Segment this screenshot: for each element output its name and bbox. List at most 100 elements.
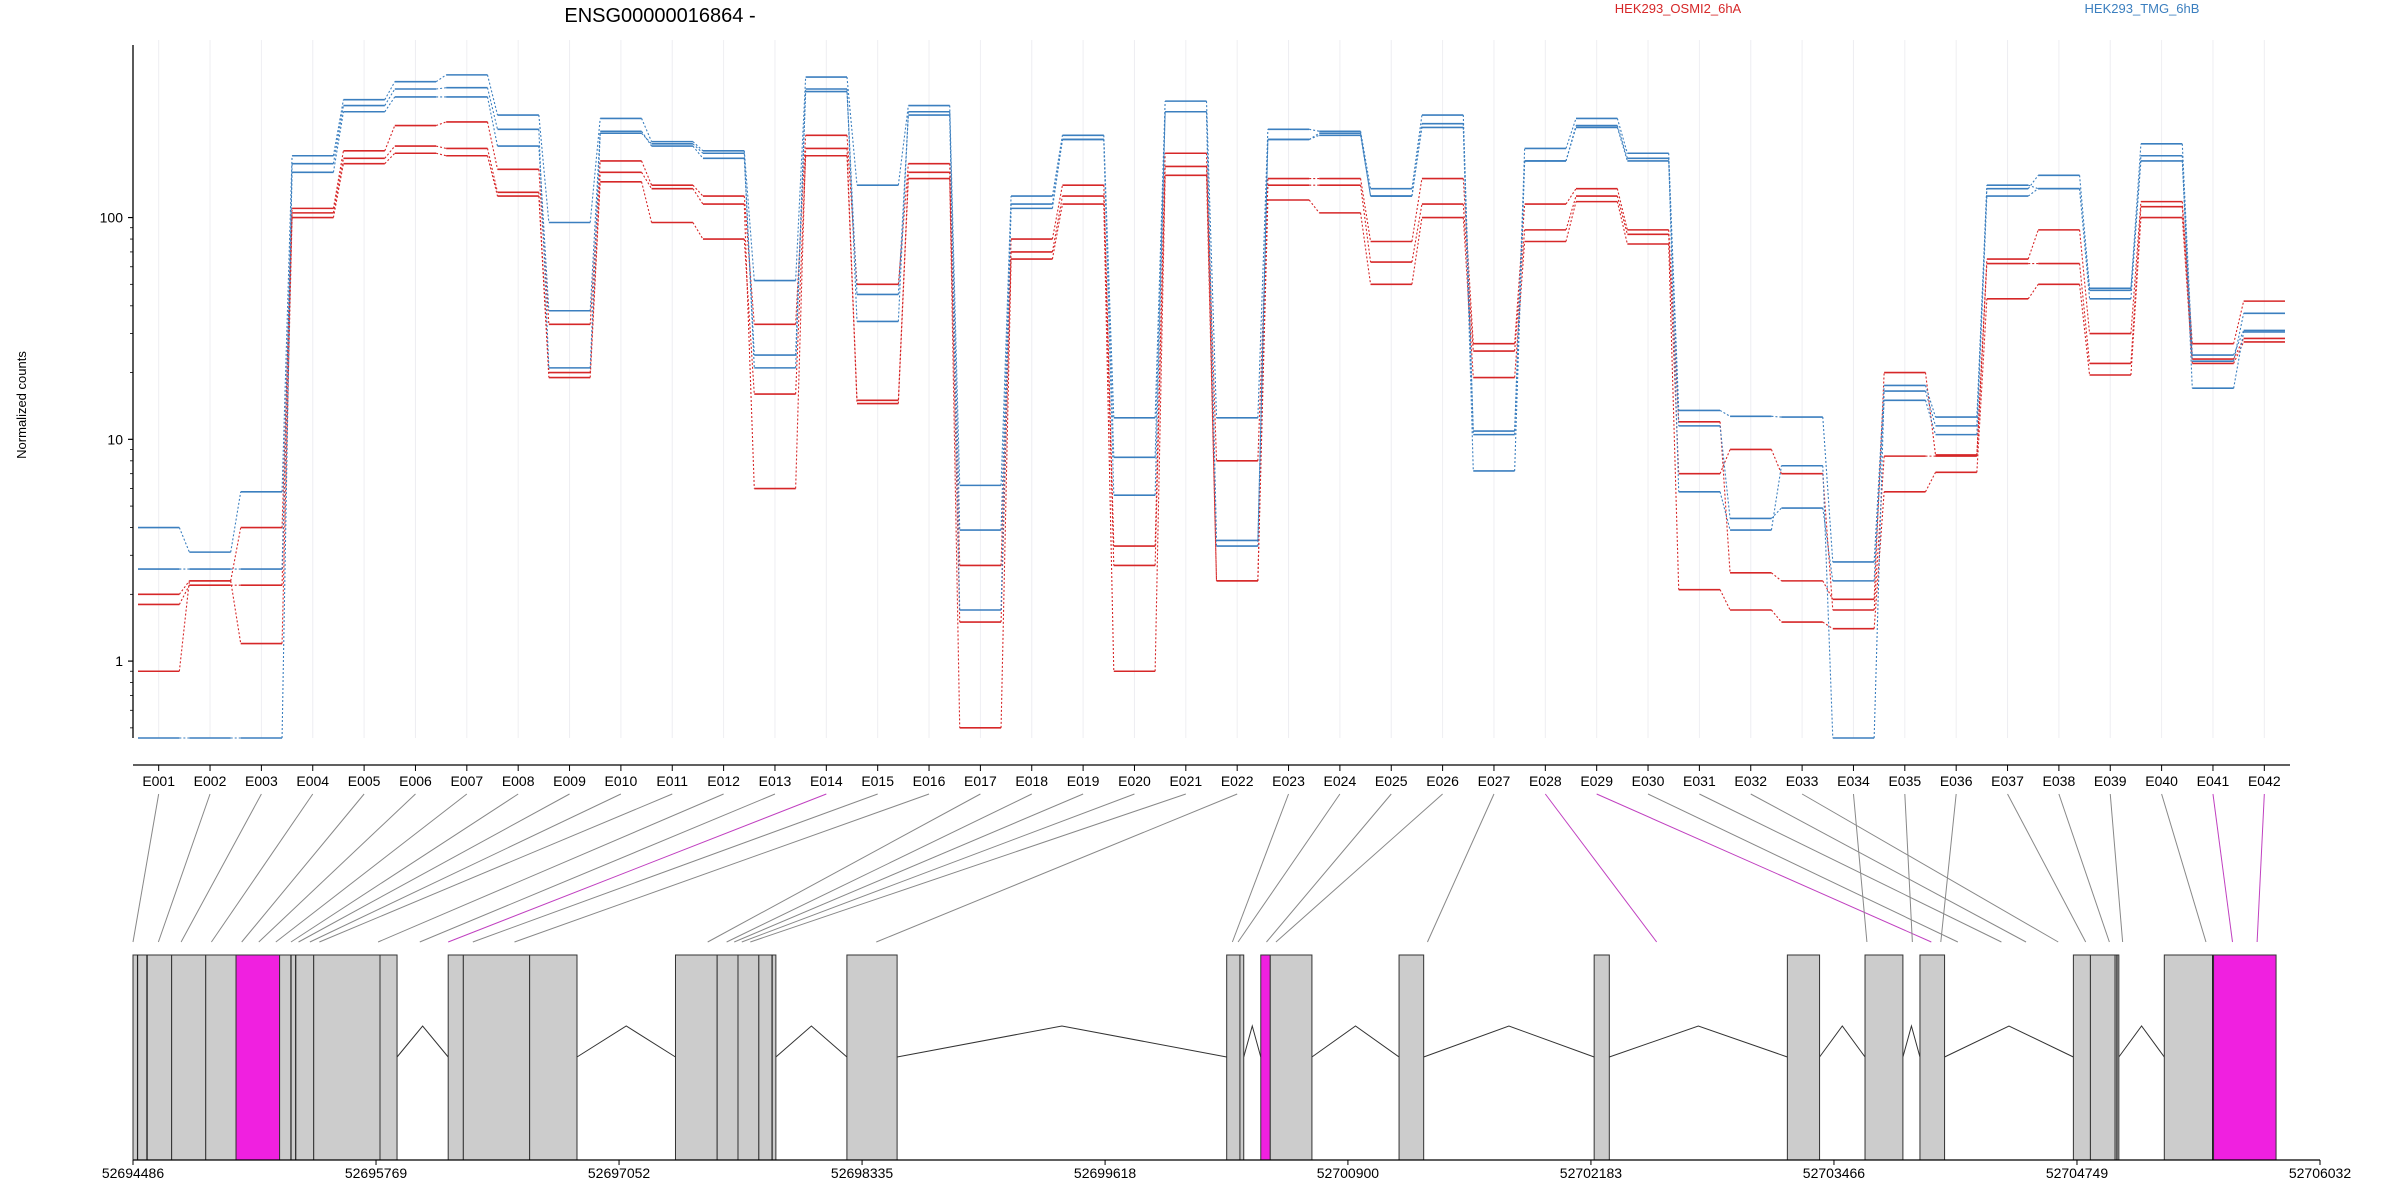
series-connector <box>1822 473 1834 611</box>
series-connector <box>692 141 704 152</box>
x-tick-label-E018: E018 <box>1015 773 1048 789</box>
series-connector <box>1616 125 1628 159</box>
x-tick-label-E041: E041 <box>2197 773 2230 789</box>
series-connector <box>897 105 909 186</box>
series-connector <box>1719 449 1731 474</box>
series-connector <box>1822 507 1834 581</box>
series-connector <box>949 111 961 611</box>
series-connector <box>2181 206 2193 360</box>
series-connector <box>1719 491 1731 531</box>
series-connector <box>2181 143 2193 356</box>
series-connector <box>486 87 499 130</box>
exon-block-highlight <box>2213 954 2277 1161</box>
series-connector <box>641 181 653 223</box>
x-tick-label-E003: E003 <box>245 773 278 789</box>
series-connector <box>846 88 858 322</box>
series-connector <box>2027 175 2039 189</box>
series-connector <box>2181 155 2193 389</box>
series-connector <box>1103 139 1115 496</box>
series-connector <box>1616 188 1628 231</box>
legend-tmg: HEK293_TMG_6hB <box>2085 1 2200 16</box>
x-tick-label-E024: E024 <box>1324 773 1357 789</box>
series-connector <box>2130 160 2142 291</box>
series-connector <box>2027 284 2039 300</box>
series-connector <box>1771 572 1782 582</box>
series-connector <box>1976 185 1988 426</box>
legend-osmi2: HEK293_OSMI2_6hA <box>1615 1 1742 16</box>
series-connector <box>1771 609 1782 623</box>
series-connector <box>846 77 858 186</box>
x-tick-label-E023: E023 <box>1272 773 1305 789</box>
connector-E035 <box>1904 793 1913 943</box>
series-connector <box>384 145 396 159</box>
series-connector <box>1103 135 1115 418</box>
series-connector <box>538 129 550 368</box>
coord-tick-label: 52704749 <box>2046 1165 2109 1181</box>
series-connector <box>1976 263 1988 457</box>
connector-E031 <box>1699 793 2002 943</box>
intron <box>1609 1025 1788 1058</box>
series-connector <box>1770 465 1782 531</box>
connector-E005 <box>241 793 365 943</box>
series-connector <box>1308 132 1320 140</box>
series-connector <box>2079 263 2091 364</box>
x-tick-label-E001: E001 <box>142 773 175 789</box>
intron <box>1902 1024 1921 1058</box>
exon-block <box>1864 954 1904 1161</box>
connector-E017 <box>707 793 981 943</box>
series-connector <box>230 491 242 553</box>
exon-block <box>2072 954 2091 1161</box>
x-tick-label-E029: E029 <box>1580 773 1613 789</box>
series-connector <box>2079 188 2091 299</box>
x-tick-label-E032: E032 <box>1734 773 1767 789</box>
x-tick-label-E008: E008 <box>502 773 535 789</box>
series-connector <box>1154 175 1166 672</box>
series-connector <box>1103 204 1115 672</box>
series-connector <box>486 74 499 116</box>
series-connector <box>1205 166 1218 461</box>
connector-E006 <box>258 793 416 943</box>
series-connector <box>281 208 293 528</box>
series-connector <box>1719 589 1731 611</box>
series-connector <box>1924 385 1937 418</box>
series-connector <box>230 580 242 644</box>
series-connector <box>1051 185 1063 240</box>
exon-block <box>846 954 898 1161</box>
series-connector <box>384 125 396 152</box>
series-connector <box>2130 143 2142 289</box>
series-connector <box>384 152 396 165</box>
series-connector <box>486 96 499 147</box>
series-connector <box>1976 259 1988 456</box>
connector-E003 <box>180 793 262 943</box>
intron <box>1944 1025 2074 1058</box>
connector-E027 <box>1427 793 1495 943</box>
x-tick-label-E027: E027 <box>1478 773 1511 789</box>
x-tick-label-E021: E021 <box>1169 773 1202 789</box>
series-connector <box>1411 204 1423 263</box>
y-tick-label: 100 <box>100 210 124 226</box>
series-connector <box>1462 178 1474 344</box>
series-connector <box>1565 201 1577 242</box>
intron <box>1423 1025 1595 1058</box>
series-connector <box>1051 204 1063 260</box>
exon-block <box>1919 954 1946 1161</box>
x-tick-label-E042: E042 <box>2248 773 2281 789</box>
series-connector <box>1514 160 1526 432</box>
x-tick-label-E039: E039 <box>2094 773 2127 789</box>
series-connector <box>589 131 601 311</box>
connector-E033 <box>1801 793 2059 943</box>
x-tick-label-E019: E019 <box>1067 773 1100 789</box>
x-tick-label-E007: E007 <box>450 773 483 789</box>
x-tick-label-E013: E013 <box>759 773 792 789</box>
x-tick-label-E022: E022 <box>1221 773 1254 789</box>
connector-E002 <box>157 793 211 943</box>
series-connector <box>178 580 190 595</box>
series-connector <box>692 222 704 240</box>
series-connector <box>1411 217 1423 285</box>
series-connector <box>1719 425 1731 519</box>
series-connector <box>949 172 961 623</box>
series-connector <box>435 74 447 83</box>
series-connector <box>384 96 396 113</box>
exon-block <box>758 954 777 1161</box>
series-connector <box>1462 217 1474 378</box>
